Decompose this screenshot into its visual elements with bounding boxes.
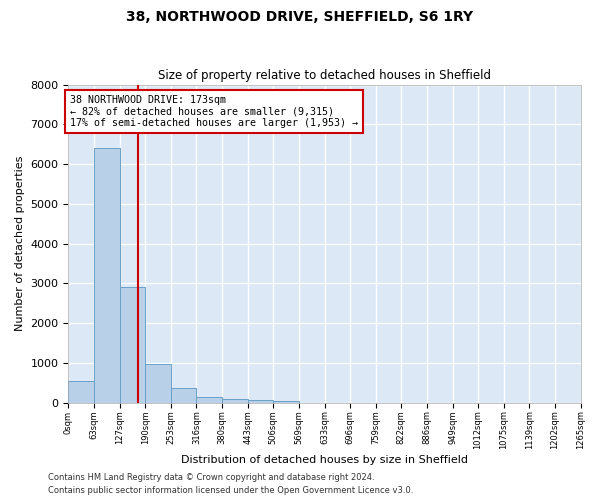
Text: Contains HM Land Registry data © Crown copyright and database right 2024.
Contai: Contains HM Land Registry data © Crown c…	[48, 474, 413, 495]
Bar	[196, 396, 222, 403]
Title: Size of property relative to detached houses in Sheffield: Size of property relative to detached ho…	[158, 69, 491, 82]
Bar	[222, 399, 248, 403]
Bar	[273, 402, 299, 403]
Bar	[68, 380, 94, 403]
Bar	[120, 288, 145, 403]
Bar	[94, 148, 120, 403]
Bar	[248, 400, 273, 403]
Text: 38, NORTHWOOD DRIVE, SHEFFIELD, S6 1RY: 38, NORTHWOOD DRIVE, SHEFFIELD, S6 1RY	[127, 10, 473, 24]
Y-axis label: Number of detached properties: Number of detached properties	[15, 156, 25, 332]
Bar	[145, 364, 171, 403]
Text: 38 NORTHWOOD DRIVE: 173sqm
← 82% of detached houses are smaller (9,315)
17% of s: 38 NORTHWOOD DRIVE: 173sqm ← 82% of deta…	[70, 94, 358, 128]
Bar	[171, 388, 196, 403]
X-axis label: Distribution of detached houses by size in Sheffield: Distribution of detached houses by size …	[181, 455, 468, 465]
